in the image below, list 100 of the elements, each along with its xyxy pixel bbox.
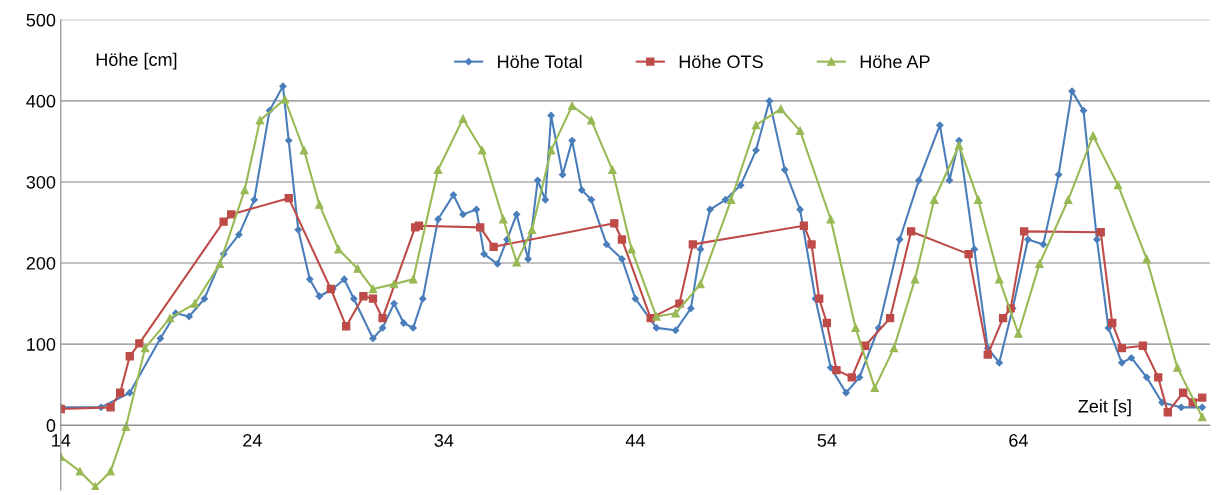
point bbox=[499, 215, 508, 224]
point bbox=[489, 242, 498, 251]
point bbox=[1064, 195, 1073, 204]
legend-label: Höhe OTS bbox=[679, 54, 763, 69]
point bbox=[1173, 363, 1182, 372]
point bbox=[885, 313, 895, 323]
legend-label: Höhe AP bbox=[860, 54, 930, 69]
point bbox=[954, 141, 964, 150]
point bbox=[527, 225, 537, 234]
point bbox=[1096, 228, 1105, 237]
point bbox=[341, 322, 351, 331]
point bbox=[368, 294, 378, 303]
point bbox=[91, 482, 100, 491]
x-tick-label: 14 bbox=[52, 434, 71, 447]
point bbox=[458, 114, 468, 123]
point bbox=[116, 388, 125, 397]
point bbox=[284, 194, 293, 203]
point bbox=[799, 221, 809, 230]
point bbox=[476, 223, 485, 232]
point bbox=[1108, 318, 1117, 328]
point bbox=[671, 309, 680, 318]
point bbox=[368, 284, 378, 294]
point bbox=[1163, 408, 1172, 417]
point bbox=[587, 116, 596, 125]
point bbox=[652, 312, 661, 321]
point bbox=[227, 210, 236, 219]
point bbox=[929, 195, 939, 204]
point bbox=[1088, 131, 1098, 140]
x-tick-label: 64 bbox=[1009, 434, 1028, 447]
y-tick-label: 300 bbox=[26, 175, 56, 189]
point bbox=[389, 279, 399, 289]
y-axis-title: Höhe [cm] bbox=[96, 52, 177, 70]
point bbox=[608, 165, 617, 174]
point bbox=[215, 259, 224, 269]
point bbox=[121, 422, 131, 431]
point bbox=[512, 258, 521, 267]
point bbox=[1035, 259, 1044, 269]
point bbox=[75, 467, 85, 476]
point bbox=[906, 227, 916, 236]
point bbox=[280, 95, 290, 104]
point bbox=[378, 313, 387, 323]
legend-label: Höhe Total bbox=[498, 54, 582, 69]
y-tick-label: 100 bbox=[27, 338, 56, 351]
x-axis-title: Zeit [s] bbox=[1078, 399, 1131, 417]
point bbox=[627, 245, 636, 254]
point bbox=[617, 235, 627, 244]
point bbox=[334, 245, 343, 254]
point bbox=[889, 343, 899, 353]
y-tick-label: 0 bbox=[46, 419, 56, 432]
point bbox=[315, 200, 324, 209]
point bbox=[815, 294, 824, 303]
point bbox=[1198, 393, 1207, 402]
point bbox=[106, 403, 115, 412]
point bbox=[1138, 341, 1148, 350]
point bbox=[140, 343, 150, 353]
x-tick-label: 44 bbox=[625, 434, 645, 447]
point bbox=[610, 219, 619, 228]
point bbox=[1113, 181, 1123, 190]
point bbox=[964, 249, 973, 259]
point bbox=[219, 217, 228, 226]
point bbox=[751, 121, 761, 130]
point bbox=[832, 365, 841, 375]
point bbox=[795, 126, 805, 136]
point bbox=[974, 195, 983, 204]
point bbox=[255, 116, 265, 125]
point bbox=[125, 352, 134, 361]
point bbox=[477, 146, 487, 155]
point bbox=[995, 275, 1004, 284]
point bbox=[409, 275, 418, 284]
point bbox=[353, 264, 362, 273]
point bbox=[822, 318, 832, 328]
point bbox=[135, 339, 144, 348]
point bbox=[190, 299, 200, 308]
point bbox=[1154, 373, 1163, 382]
point bbox=[1178, 388, 1188, 397]
point bbox=[851, 323, 860, 333]
point bbox=[910, 275, 920, 284]
point bbox=[998, 313, 1008, 323]
point bbox=[106, 467, 115, 476]
point bbox=[240, 185, 249, 195]
point bbox=[696, 279, 705, 289]
point bbox=[807, 240, 816, 249]
point bbox=[414, 221, 424, 230]
point bbox=[776, 104, 786, 114]
point bbox=[847, 373, 856, 382]
point bbox=[1117, 343, 1126, 353]
point bbox=[826, 215, 835, 224]
x-tick-label: 34 bbox=[434, 434, 454, 447]
y-tick-label: 500 bbox=[26, 13, 56, 27]
point bbox=[726, 195, 736, 204]
point bbox=[165, 313, 175, 323]
point bbox=[433, 165, 443, 174]
point bbox=[1019, 227, 1029, 236]
point bbox=[688, 240, 697, 249]
point bbox=[359, 292, 368, 301]
point bbox=[1142, 254, 1151, 264]
x-tick-label: 24 bbox=[243, 434, 262, 447]
point bbox=[870, 383, 879, 393]
point bbox=[567, 101, 577, 110]
point bbox=[546, 146, 556, 155]
